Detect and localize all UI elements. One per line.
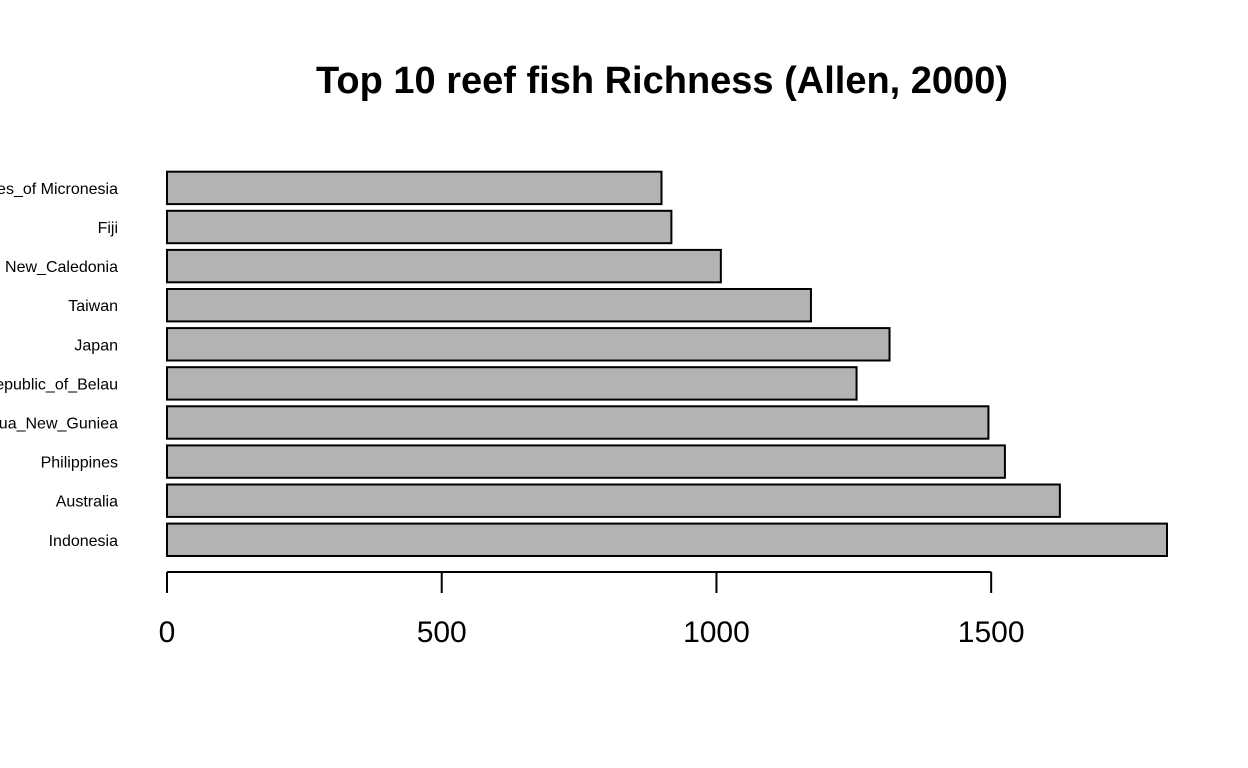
category-label-papua-new-guniea: Papua_New_Guniea [0,416,118,433]
bar-australia [166,483,1061,518]
category-labels: Indonesia Australia Philippines Papua_New_G… [0,181,118,550]
bar-indonesia [166,522,1168,557]
category-label-federated-states-of-micronesia: Federated_States_of Micronesia [0,181,118,198]
category-label-philippines: Philippines [41,455,118,472]
bar-new-caledonia [166,248,722,284]
bar-taiwan [166,288,812,323]
bar-philippines [166,444,1006,479]
category-label-fiji: Fiji [98,220,118,237]
category-label-new-caledonia: New_Caledonia [5,259,118,276]
category-label-australia: Australia [56,494,118,511]
x-tick-label-1500: 1500 [958,616,1025,649]
bar-papua-new-guniea [166,405,990,440]
category-label-japan: Japan [74,337,118,354]
x-tick-label-500: 500 [417,616,467,649]
bar-republic-of-belau [166,366,858,401]
category-label-republic-of-belau: Republic_of_Belau [0,376,118,393]
category-label-taiwan: Taiwan [68,298,118,315]
x-axis: 0 500 1000 1500 [159,571,1025,649]
x-tick-label-1000: 1000 [683,616,750,649]
bars-group [166,170,1168,557]
bar-fiji [166,209,673,245]
bar-federated-states-of-micronesia [166,170,663,206]
chart-title: Top 10 reef fish Richness (Allen, 2000) [316,60,1008,102]
x-tick-label-0: 0 [159,616,176,649]
bar-japan [166,327,891,362]
category-label-indonesia: Indonesia [49,533,118,550]
